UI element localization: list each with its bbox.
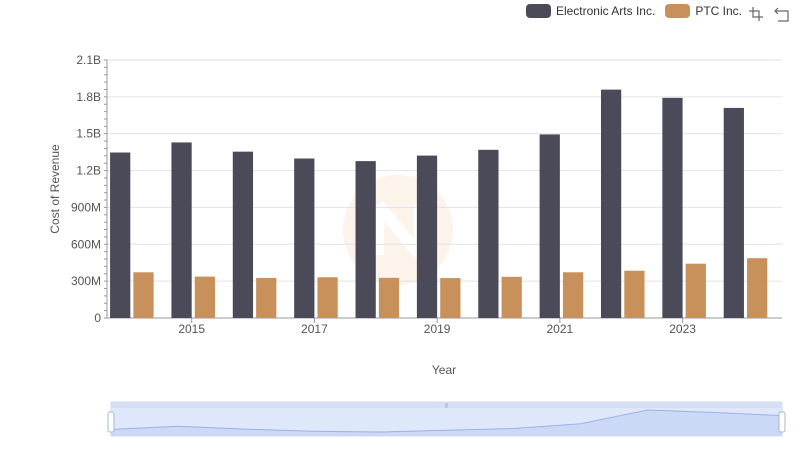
data-zoom-move-bar[interactable]	[111, 402, 782, 408]
data-zoom-preview-line	[110, 409, 783, 433]
bar-ptc-2016[interactable]	[256, 277, 277, 318]
x-tick-label: 2023	[669, 322, 696, 336]
data-zoom-handle-right[interactable]	[778, 411, 786, 433]
y-tick-label: 1.5B	[76, 127, 101, 141]
zoom-icon[interactable]	[748, 6, 764, 22]
bar-ptc-2017[interactable]	[317, 277, 338, 318]
bar-ptc-2021[interactable]	[562, 272, 584, 318]
bar-ptc-2022[interactable]	[624, 270, 645, 318]
x-tick-label: 2015	[178, 322, 205, 336]
bar-electronic-arts-2016[interactable]	[232, 151, 254, 318]
x-axis-label: Year	[432, 363, 456, 377]
y-tick-label: 600M	[71, 237, 101, 251]
bar-electronic-arts-2021[interactable]	[539, 134, 560, 318]
bar-electronic-arts-2014[interactable]	[110, 152, 131, 318]
bar-ptc-2019[interactable]	[440, 278, 461, 318]
restore-icon[interactable]	[774, 6, 790, 22]
legend-item-ptc[interactable]: PTC Inc.	[665, 4, 742, 18]
bar-ptc-2018[interactable]	[378, 277, 400, 318]
bars	[110, 89, 768, 319]
bar-electronic-arts-2020[interactable]	[478, 149, 499, 318]
data-zoom-handle-left[interactable]	[107, 411, 115, 433]
bar-ptc-2020[interactable]	[501, 276, 522, 318]
bar-ptc-2014[interactable]	[133, 272, 154, 318]
y-tick-label: 1.8B	[76, 90, 101, 104]
bar-electronic-arts-2023[interactable]	[662, 97, 683, 318]
legend-swatch-ptc	[665, 4, 691, 18]
data-zoom-preview-area	[111, 410, 782, 436]
bar-electronic-arts-2022[interactable]	[600, 89, 622, 318]
x-axis: 2015 2017 2019 2021 2023	[178, 318, 696, 336]
legend-swatch-electronic-arts	[525, 4, 551, 18]
data-zoom-grip: |||	[445, 403, 449, 409]
y-axis: 0 300M 600M 900M 1.2B 1.5B 1.8B 2.1B	[71, 53, 108, 325]
y-tick-label: 300M	[71, 274, 101, 288]
bar-electronic-arts-2017[interactable]	[294, 158, 315, 318]
bar-electronic-arts-2018[interactable]	[355, 161, 376, 318]
bar-ptc-2023[interactable]	[685, 263, 706, 318]
legend-label-electronic-arts: Electronic Arts Inc.	[555, 4, 656, 18]
y-tick-label: 2.1B	[76, 53, 101, 67]
data-zoom-slider[interactable]: |||	[107, 401, 786, 437]
bar-electronic-arts-2019[interactable]	[416, 155, 438, 318]
y-tick-label: 0	[94, 311, 101, 325]
legend: Electronic Arts Inc. PTC Inc.	[525, 4, 742, 18]
legend-item-electronic-arts[interactable]: Electronic Arts Inc.	[525, 4, 656, 18]
bar-electronic-arts-2015[interactable]	[171, 142, 192, 318]
x-tick-label: 2019	[424, 322, 451, 336]
bar-ptc-2024[interactable]	[747, 258, 768, 318]
x-tick-label: 2017	[301, 322, 328, 336]
x-tick-label: 2021	[547, 322, 574, 336]
y-axis-label: Cost of Revenue	[48, 144, 62, 234]
legend-label-ptc: PTC Inc.	[695, 4, 742, 18]
bar-electronic-arts-2024[interactable]	[723, 107, 744, 319]
bar-ptc-2015[interactable]	[194, 276, 215, 318]
y-tick-label: 900M	[71, 200, 101, 214]
y-tick-label: 1.2B	[76, 164, 101, 178]
